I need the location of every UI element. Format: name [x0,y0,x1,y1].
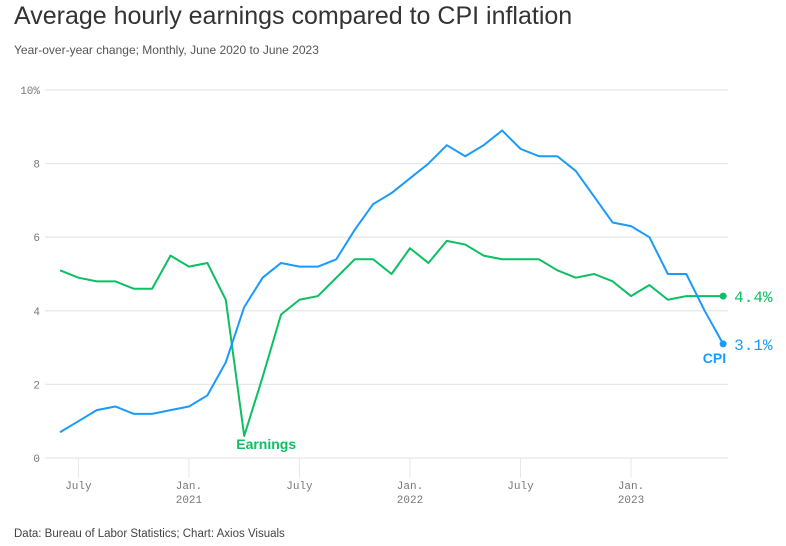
x-tick-label: July [507,481,534,493]
y-tick-label: 4 [33,307,40,319]
y-tick-label: 10% [20,86,40,98]
series-line-cpi [59,129,724,434]
chart-title: Average hourly earnings compared to CPI … [14,2,573,30]
x-tick-label: July [65,481,92,493]
end-point-earnings [719,292,727,300]
x-tick-year: 2023 [618,495,644,507]
x-tick-label: July [286,481,313,493]
series-line-earnings [59,239,724,437]
end-value-label: 4.4% [734,289,773,307]
y-tick-label: 2 [33,380,40,392]
y-tick-label: 8 [33,160,40,172]
chart-subtitle: Year-over-year change; Monthly, June 202… [14,43,319,57]
end-value-label: 3.1% [734,337,773,355]
x-tick-label: Jan. [397,481,423,493]
y-tick-label: 0 [33,454,40,466]
series-label: Earnings [236,436,296,452]
x-tick-label: Jan. [176,481,202,493]
x-tick-year: 2022 [397,495,423,507]
x-tick-year: 2021 [176,495,203,507]
series-label: CPI [703,350,726,366]
x-tick-label: Jan. [618,481,644,493]
source-note: Data: Bureau of Labor Statistics; Chart:… [14,528,285,540]
y-tick-label: 6 [33,233,40,245]
end-point-cpi [719,340,727,348]
